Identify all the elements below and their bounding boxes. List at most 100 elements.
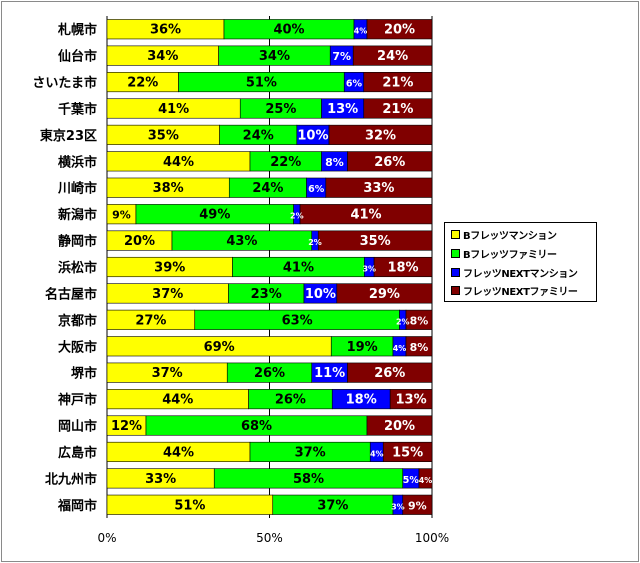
- bar-segment: [405, 336, 433, 357]
- bar-value-label: 21%: [382, 76, 413, 91]
- bar-value-label: 43%: [226, 234, 257, 249]
- bar-segment: [366, 19, 433, 40]
- bar-segment: [418, 468, 433, 489]
- bar-value-label: 22%: [127, 76, 158, 91]
- bar-value-label: 10%: [297, 128, 328, 143]
- x-tick-label: 0%: [97, 531, 116, 545]
- category-label: 千葉市: [58, 101, 97, 117]
- category-label: 東京23区: [40, 128, 97, 144]
- bar-value-label: 37%: [317, 498, 348, 513]
- legend-label: フレッツNEXTファミリー: [463, 286, 578, 298]
- bar-segment: [347, 362, 433, 383]
- bar-value-label: 4%: [370, 449, 384, 458]
- bar-value-label: 9%: [408, 499, 427, 512]
- category-label: さいたま市: [32, 75, 97, 91]
- bar-value-label: 69%: [204, 340, 235, 355]
- bar-value-label: 3%: [362, 265, 376, 274]
- bar-value-label: 4%: [354, 27, 368, 36]
- bar-value-label: 4%: [393, 344, 407, 353]
- bar-value-label: 58%: [293, 472, 324, 487]
- bar-value-label: 4%: [419, 476, 433, 485]
- x-tick-label: 50%: [256, 531, 283, 545]
- bar-segment: [363, 98, 433, 119]
- bar-segment: [363, 72, 433, 93]
- bar-value-label: 36%: [150, 23, 181, 38]
- bar-segment: [366, 415, 433, 436]
- bar-value-label: 41%: [158, 102, 189, 117]
- bar-value-label: 9%: [112, 209, 131, 222]
- bar-value-label: 11%: [314, 366, 345, 381]
- category-label: 広島市: [58, 445, 97, 461]
- bar-value-label: 3%: [391, 502, 405, 511]
- bar-value-label: 35%: [360, 234, 391, 249]
- category-label: 川崎市: [57, 181, 97, 197]
- category-label: 横浜市: [58, 154, 97, 170]
- bar-value-label: 26%: [275, 393, 306, 408]
- bar-value-label: 44%: [163, 155, 194, 170]
- bar-segment: [325, 177, 433, 198]
- bar-value-label: 10%: [305, 287, 336, 302]
- bar-value-label: 37%: [152, 287, 183, 302]
- category-label: 名古屋市: [45, 286, 97, 302]
- category-label: 仙台市: [58, 49, 97, 65]
- bar-value-label: 5%: [403, 475, 420, 486]
- bar-value-label: 24%: [243, 128, 274, 143]
- bar-value-label: 44%: [163, 445, 194, 460]
- bar-value-label: 27%: [135, 313, 166, 328]
- bar-value-label: 13%: [327, 102, 358, 117]
- bar-segment: [299, 204, 433, 225]
- bar-value-label: 38%: [153, 181, 184, 196]
- bar-segment: [336, 283, 433, 304]
- category-label: 神戸市: [58, 392, 97, 408]
- category-label: 静岡市: [58, 234, 97, 250]
- bar-value-label: 51%: [246, 76, 277, 91]
- category-label: 福岡市: [57, 498, 97, 514]
- bars: [106, 19, 433, 515]
- bar-value-label: 8%: [410, 341, 429, 354]
- x-tick-label: 100%: [415, 531, 449, 545]
- legend-swatch: [451, 267, 460, 277]
- bar-value-label: 33%: [363, 181, 394, 196]
- bar-value-label: 21%: [382, 102, 413, 117]
- bar-segment: [382, 441, 433, 462]
- bar-value-label: 12%: [111, 419, 142, 434]
- legend-item: フレッツNEXTマンション: [451, 265, 578, 280]
- bar-value-label: 6%: [346, 79, 363, 90]
- bar-value-label: 41%: [350, 208, 381, 223]
- bar-segment: [373, 256, 433, 278]
- bar-value-label: 41%: [283, 261, 314, 276]
- bar-segment: [402, 494, 433, 515]
- bar-segment: [405, 309, 433, 330]
- bar-value-label: 33%: [145, 472, 176, 487]
- bar-value-label: 15%: [392, 445, 423, 460]
- bar-value-label: 39%: [154, 261, 185, 276]
- legend-item: Bフレッツマンション: [451, 227, 557, 242]
- bar-value-label: 6%: [308, 184, 325, 195]
- bar-value-label: 35%: [148, 128, 179, 143]
- bar-segment: [317, 230, 433, 251]
- category-label: 堺市: [71, 366, 97, 382]
- category-label: 岡山市: [58, 419, 97, 435]
- bar-value-label: 34%: [259, 49, 290, 64]
- bar-value-label: 20%: [384, 419, 415, 434]
- bar-segment: [389, 389, 433, 410]
- bar-value-label: 8%: [325, 156, 344, 169]
- category-label: 大阪市: [58, 339, 97, 355]
- bar-value-label: 24%: [377, 49, 408, 64]
- bar-value-label: 2%: [396, 317, 410, 326]
- legend-label: Bフレッツファミリー: [463, 249, 557, 261]
- bar-value-label: 44%: [162, 393, 193, 408]
- bar-segment: [328, 124, 433, 145]
- bar-value-label: 20%: [124, 234, 155, 249]
- legend-item: フレッツNEXTファミリー: [451, 283, 578, 298]
- bar-value-label: 68%: [241, 419, 272, 434]
- legend: Bフレッツマンション Bフレッツファミリー フレッツNEXTマンション フレッツ…: [444, 222, 597, 302]
- legend-swatch: [451, 248, 460, 258]
- bar-value-label: 26%: [374, 366, 405, 381]
- bar-value-label: 19%: [347, 340, 378, 355]
- bar-value-label: 7%: [332, 50, 351, 63]
- bar-value-label: 32%: [365, 128, 396, 143]
- bar-value-label: 40%: [273, 23, 304, 38]
- category-label: 北九州市: [45, 471, 97, 487]
- bar-value-label: 37%: [152, 366, 183, 381]
